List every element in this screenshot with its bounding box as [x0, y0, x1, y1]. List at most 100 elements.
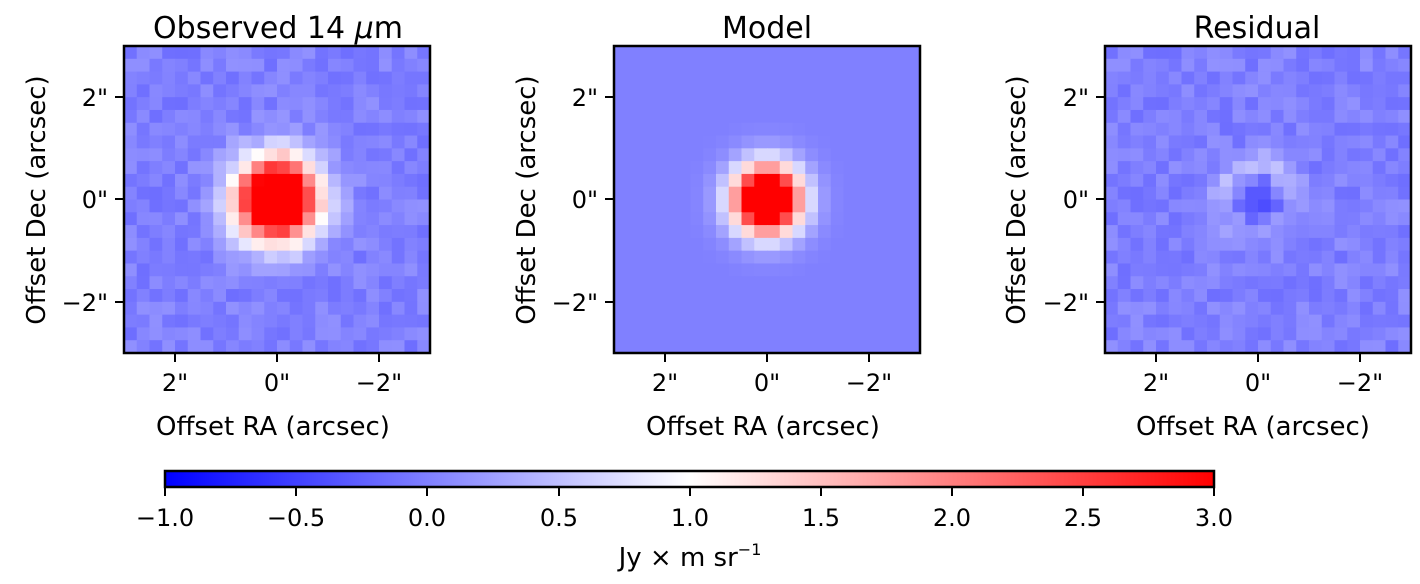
heatmap-cell [779, 58, 794, 73]
heatmap-cell [881, 314, 896, 329]
heatmap-cell [1347, 237, 1361, 252]
heatmap-cell [1194, 135, 1208, 149]
heatmap-cell [238, 161, 253, 175]
heatmap-cell [1270, 84, 1285, 98]
heatmap-cell [843, 109, 857, 124]
heatmap-cell [1334, 109, 1348, 124]
heatmap-cell [404, 276, 418, 290]
heatmap-cell [149, 327, 163, 341]
heatmap-cell [1219, 46, 1234, 60]
heatmap-cell [1105, 263, 1119, 277]
heatmap-cell [124, 289, 138, 303]
heatmap-cell [856, 109, 870, 124]
heatmap-cell [792, 340, 806, 354]
heatmap-cell [1181, 212, 1195, 226]
heatmap-cell [340, 97, 355, 111]
heatmap-cell [1321, 250, 1336, 265]
heatmap-cell [379, 148, 393, 162]
heatmap-cell [843, 71, 857, 85]
heatmap-cell [665, 314, 679, 329]
heatmap-cell [703, 161, 717, 175]
heatmap-cell [353, 301, 367, 316]
heatmap-cell [353, 250, 367, 265]
heatmap-cell [1105, 71, 1119, 85]
heatmap-cell [665, 237, 679, 252]
heatmap-cell [690, 46, 704, 60]
heatmap-cell [404, 199, 418, 213]
heatmap-cell [677, 97, 692, 111]
heatmap-cell [1143, 58, 1157, 73]
heatmap-cell [1245, 289, 1259, 303]
heatmap-cell [881, 289, 896, 303]
heatmap-cell [1347, 148, 1361, 162]
heatmap-cell [1309, 161, 1323, 175]
heatmap-cell [1321, 301, 1336, 316]
heatmap-cell [251, 46, 265, 60]
heatmap-cell [1309, 301, 1323, 316]
heatmap-cell [366, 135, 380, 149]
heatmap-cell [1143, 84, 1157, 98]
heatmap-cell [264, 327, 278, 341]
heatmap-cell [379, 186, 393, 201]
heatmap-cell [404, 122, 418, 137]
y-tick-label: 0" [572, 186, 598, 214]
heatmap-cell [1309, 122, 1323, 137]
heatmap-cell [665, 199, 679, 213]
heatmap-cell [302, 122, 316, 137]
heatmap-cell [703, 84, 717, 98]
heatmap-cell [353, 161, 367, 175]
heatmap-cell [366, 250, 380, 265]
heatmap-cell [264, 173, 278, 188]
heatmap-cell [251, 225, 265, 239]
heatmap-cell [175, 161, 189, 175]
heatmap-cell [1207, 276, 1221, 290]
heatmap-cell [226, 161, 240, 175]
heatmap-cell [315, 122, 329, 137]
y-axis-label: Offset Dec (arcsec) [512, 75, 542, 324]
heatmap-cell [1296, 186, 1310, 201]
heatmap-cell [1232, 250, 1246, 265]
heatmap-cell [200, 340, 214, 354]
heatmap-cell [1270, 314, 1285, 329]
heatmap-cell [626, 186, 641, 201]
heatmap-cell [1207, 122, 1221, 137]
heatmap-cell [869, 250, 883, 265]
heatmap-cell [677, 161, 692, 175]
heatmap-cell [226, 186, 240, 201]
heatmap-cell [779, 71, 794, 85]
heatmap-cell [652, 173, 666, 188]
heatmap-cell [391, 84, 406, 98]
heatmap-cell [264, 199, 278, 213]
heatmap-cell [818, 161, 832, 175]
heatmap-cell [251, 199, 265, 213]
heatmap-cell [856, 301, 870, 316]
heatmap-cell [1117, 199, 1132, 213]
heatmap-cell [417, 327, 431, 341]
heatmap-cell [1207, 109, 1221, 124]
heatmap-cell [277, 199, 291, 213]
heatmap-cell [767, 71, 781, 85]
heatmap-cell [1258, 186, 1272, 201]
heatmap-cell [1117, 173, 1132, 188]
heatmap-cell [366, 161, 380, 175]
heatmap-cell [417, 173, 431, 188]
heatmap-cell [1309, 225, 1323, 239]
heatmap-cell [1194, 250, 1208, 265]
heatmap-cell [1398, 289, 1412, 303]
heatmap-cell [665, 225, 679, 239]
heatmap-cell [200, 276, 214, 290]
heatmap-cell [1245, 340, 1259, 354]
heatmap-cell [881, 97, 896, 111]
x-tick-label: −2" [846, 369, 892, 397]
heatmap-cell [1309, 135, 1323, 149]
heatmap-cell [639, 122, 653, 137]
heatmap-cell [124, 276, 138, 290]
heatmap-cell [677, 109, 692, 124]
heatmap-cell [277, 225, 291, 239]
heatmap-cell [213, 276, 227, 290]
heatmap-cell [856, 289, 870, 303]
heatmap-cell [1156, 301, 1170, 316]
heatmap-cell [1309, 289, 1323, 303]
heatmap-cell [626, 148, 641, 162]
